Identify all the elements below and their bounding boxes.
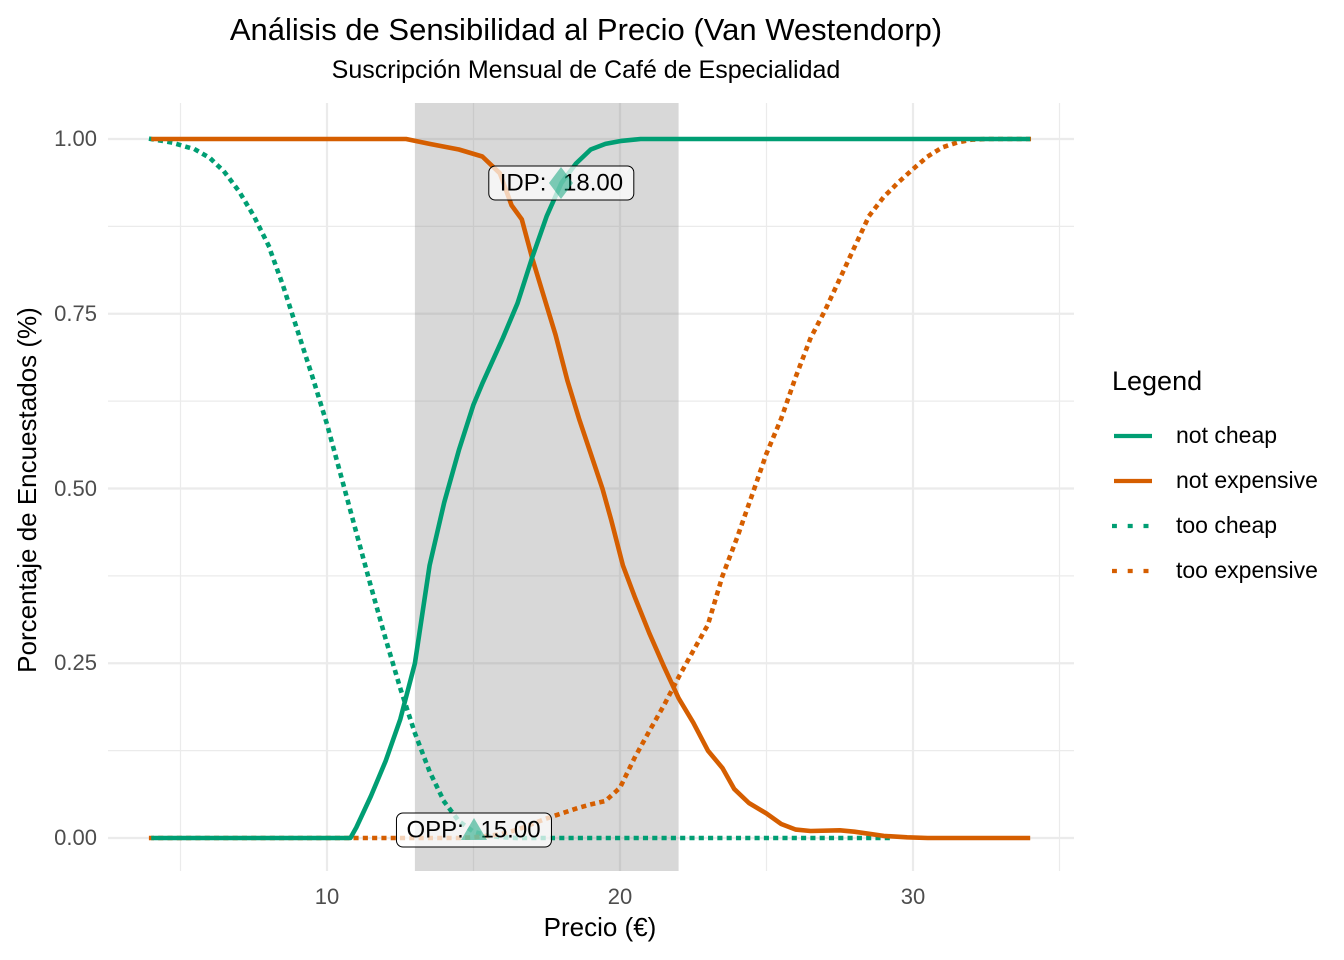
opp-label: OPP: 15.00: [395, 812, 552, 848]
y-tick-label: 0.25: [54, 650, 97, 676]
legend-entry-label: not cheap: [1176, 422, 1278, 448]
legend-entry-too-cheap: too cheap: [1112, 503, 1318, 548]
chart-subtitle: Suscripción Mensual de Café de Especiali…: [331, 56, 841, 84]
legend-entry-not-expensive: not expensive: [1112, 458, 1318, 503]
x-tick-label: 30: [900, 884, 926, 909]
legend-key-solid-line-icon: [1114, 433, 1152, 438]
acceptable-price-band: [414, 103, 679, 871]
curve-too-expensive: [148, 136, 1033, 841]
y-tick-label: 1.00: [54, 126, 97, 151]
y-tick-label: 0.00: [54, 825, 97, 850]
legend-entry-label: not expensive: [1176, 467, 1318, 493]
legend-key-solid-line-icon: [1114, 478, 1152, 483]
legend-entry-label: too cheap: [1176, 512, 1278, 538]
y-tick-label: 0.50: [54, 475, 97, 501]
legend-entry-too-expensive: too expensive: [1112, 548, 1318, 593]
legend-key-dotted-line-icon: [1112, 523, 1154, 528]
legend-key-dotted-line-icon: [1112, 568, 1154, 573]
chart-title: Análisis de Sensibilidad al Precio (Van …: [229, 12, 943, 47]
idp-label: IDP: 18.00: [488, 165, 635, 201]
curve-not-cheap: [151, 136, 1031, 841]
legend: Legend not cheap not expensive too cheap to…: [1112, 366, 1318, 593]
y-tick-label: 0.75: [54, 300, 97, 326]
x-axis-title: Precio (€): [543, 912, 657, 942]
x-tick-label: 10: [314, 884, 340, 909]
legend-title: Legend: [1112, 366, 1203, 396]
legend-entry-label: too expensive: [1176, 557, 1318, 583]
legend-entry-not-cheap: not cheap: [1112, 413, 1318, 458]
x-tick-label: 20: [607, 884, 633, 909]
curve-not-expensive: [151, 136, 1031, 841]
legend-entries: not cheap not expensive too cheap too expen…: [1112, 413, 1318, 593]
